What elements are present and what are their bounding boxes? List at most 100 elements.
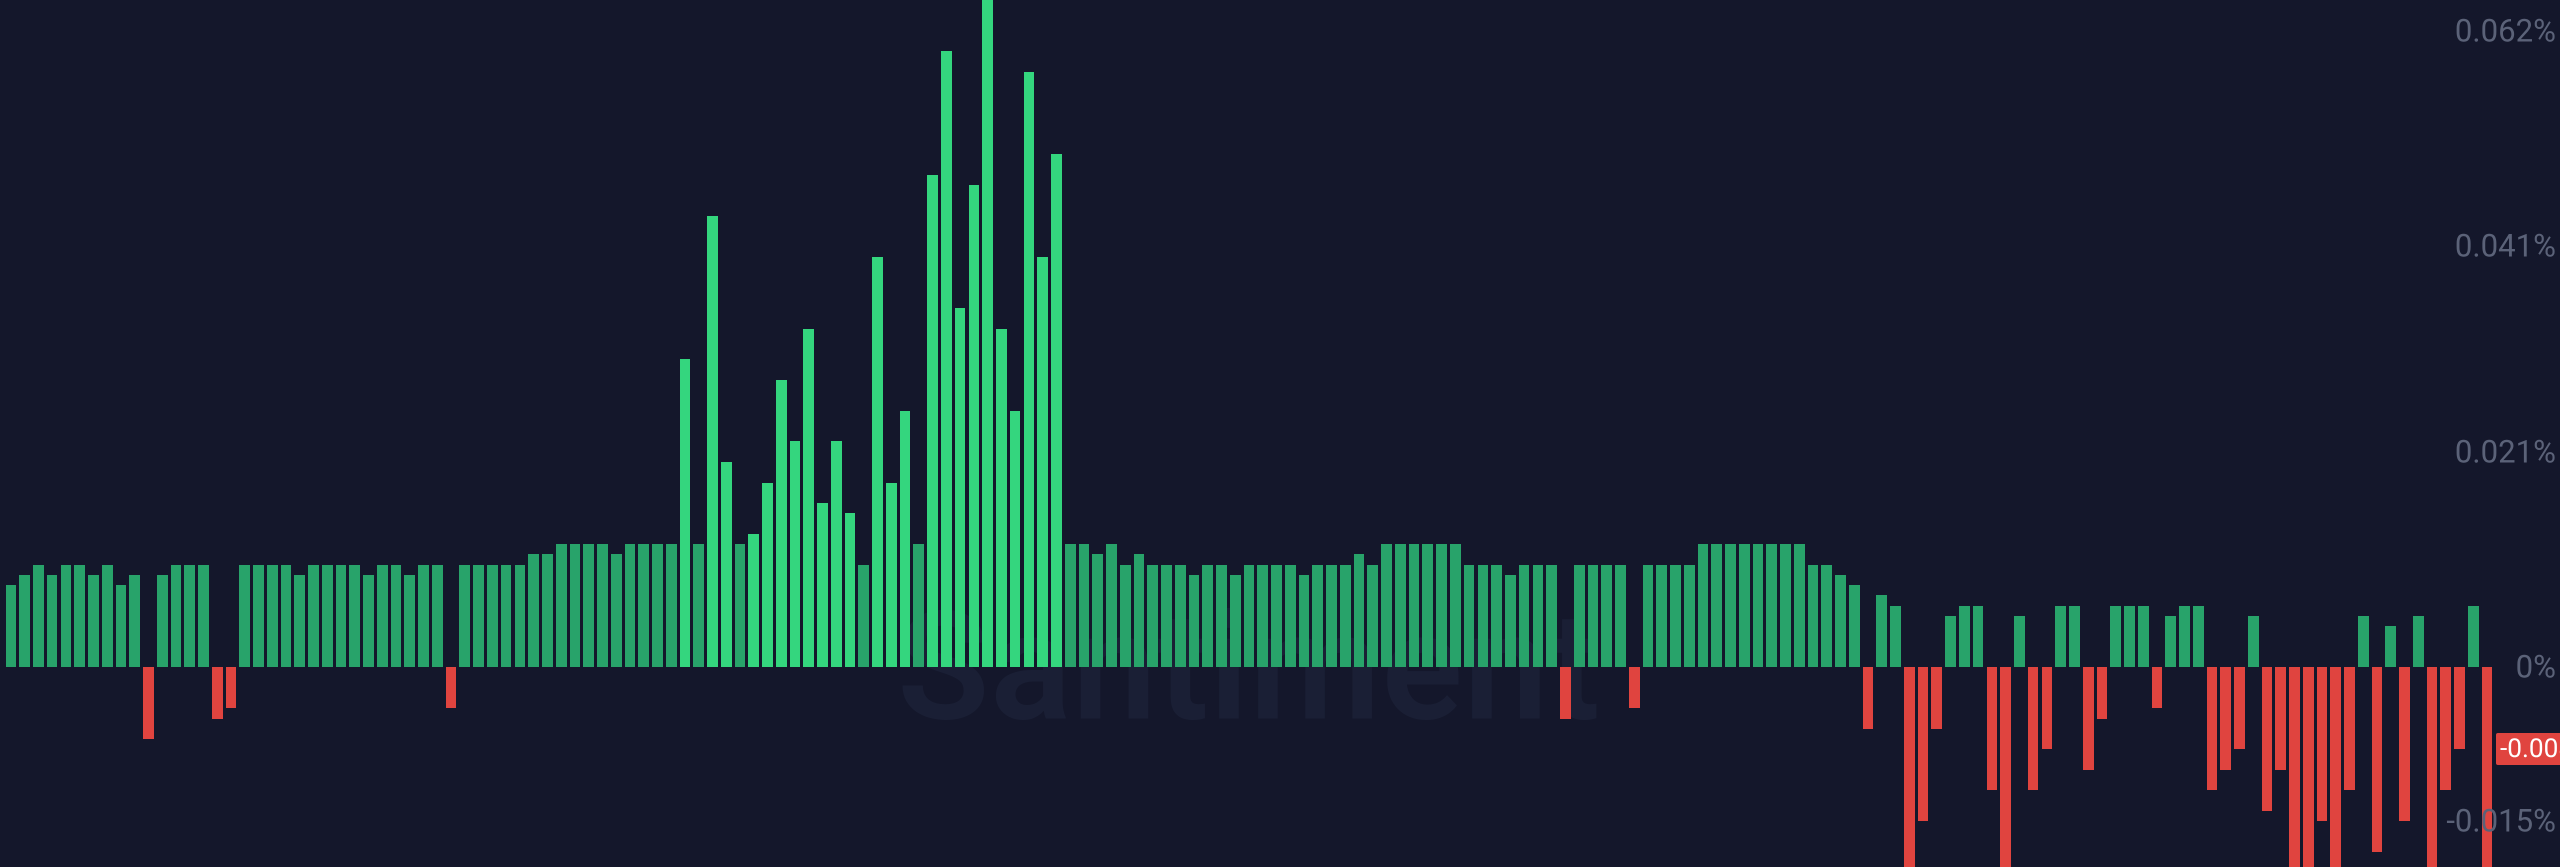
bar	[1491, 565, 1502, 668]
current-value-text: -0.008%	[2500, 734, 2560, 764]
bar	[680, 359, 691, 667]
bar	[1753, 544, 1764, 667]
bar	[2014, 616, 2025, 667]
bar	[47, 575, 58, 667]
bar	[1918, 667, 1929, 821]
bar	[2440, 667, 2451, 790]
bar	[1450, 544, 1461, 667]
bar	[1821, 565, 1832, 668]
bar	[2234, 667, 2245, 749]
bar	[625, 544, 636, 667]
bar	[693, 544, 704, 667]
bar	[432, 565, 443, 668]
y-tick: 0%	[2516, 649, 2556, 686]
bar	[2207, 667, 2218, 790]
bar	[2042, 667, 2053, 749]
bar	[583, 544, 594, 667]
bar	[253, 565, 264, 668]
bar	[239, 565, 250, 668]
bar	[157, 575, 168, 667]
bar	[1546, 565, 1557, 668]
bar	[1670, 565, 1681, 668]
bar	[2220, 667, 2231, 770]
bar	[6, 585, 17, 667]
bar	[2248, 616, 2259, 667]
bar	[1079, 544, 1090, 667]
bar	[1051, 154, 1062, 667]
bar	[556, 544, 567, 667]
bar	[2303, 667, 2314, 867]
bar	[2110, 606, 2121, 668]
bar	[116, 585, 127, 667]
bar	[1973, 606, 1984, 668]
bar	[1931, 667, 1942, 729]
bar	[2097, 667, 2108, 718]
bar	[1519, 565, 1530, 668]
bar	[19, 575, 30, 667]
bar	[927, 175, 938, 668]
bar	[515, 565, 526, 668]
bar	[2275, 667, 2286, 770]
bar	[2138, 606, 2149, 668]
bar	[1588, 565, 1599, 668]
bar	[542, 554, 553, 667]
y-tick: 0.041%	[2455, 228, 2556, 265]
bar	[1835, 575, 1846, 667]
bar	[1808, 565, 1819, 668]
bar	[652, 544, 663, 667]
bar	[33, 565, 44, 668]
bar	[2358, 616, 2369, 667]
bar	[143, 667, 154, 739]
bar	[1629, 667, 1640, 708]
bar	[1422, 544, 1433, 667]
bar	[1409, 544, 1420, 667]
bar	[1381, 544, 1392, 667]
bar	[1202, 565, 1213, 668]
y-tick: 0.021%	[2455, 433, 2556, 470]
bar	[2454, 667, 2465, 749]
bar	[2165, 616, 2176, 667]
bar	[418, 565, 429, 668]
bar	[2385, 626, 2396, 667]
bar	[2372, 667, 2383, 852]
bar	[1890, 606, 1901, 668]
bar	[1711, 544, 1722, 667]
bar	[2317, 667, 2328, 821]
bar	[1299, 575, 1310, 667]
bar	[2028, 667, 2039, 790]
bar	[2399, 667, 2410, 821]
bar	[212, 667, 223, 718]
bar	[1684, 565, 1695, 668]
bar	[1464, 565, 1475, 668]
bar	[1326, 565, 1337, 668]
bar	[831, 441, 842, 667]
bar	[1601, 565, 1612, 668]
bar	[1271, 565, 1282, 668]
bar	[735, 544, 746, 667]
bar	[748, 534, 759, 667]
bar	[1216, 565, 1227, 668]
bar	[1285, 565, 1296, 668]
bar	[1037, 257, 1048, 668]
bar	[982, 0, 993, 667]
bar	[776, 380, 787, 667]
bar	[1106, 544, 1117, 667]
bar	[294, 575, 305, 667]
bar	[2289, 667, 2300, 867]
bar	[1876, 595, 1887, 667]
bar	[969, 185, 980, 668]
bar	[1024, 72, 1035, 667]
bar	[1065, 544, 1076, 667]
bar	[1945, 616, 1956, 667]
bar	[2179, 606, 2190, 668]
bar	[941, 51, 952, 667]
bar	[1367, 565, 1378, 668]
bar	[707, 216, 718, 668]
bar	[308, 565, 319, 668]
bar	[88, 575, 99, 667]
bar	[611, 554, 622, 667]
bar	[1257, 565, 1268, 668]
bar	[790, 441, 801, 667]
bar	[845, 513, 856, 667]
bar	[1574, 565, 1585, 668]
